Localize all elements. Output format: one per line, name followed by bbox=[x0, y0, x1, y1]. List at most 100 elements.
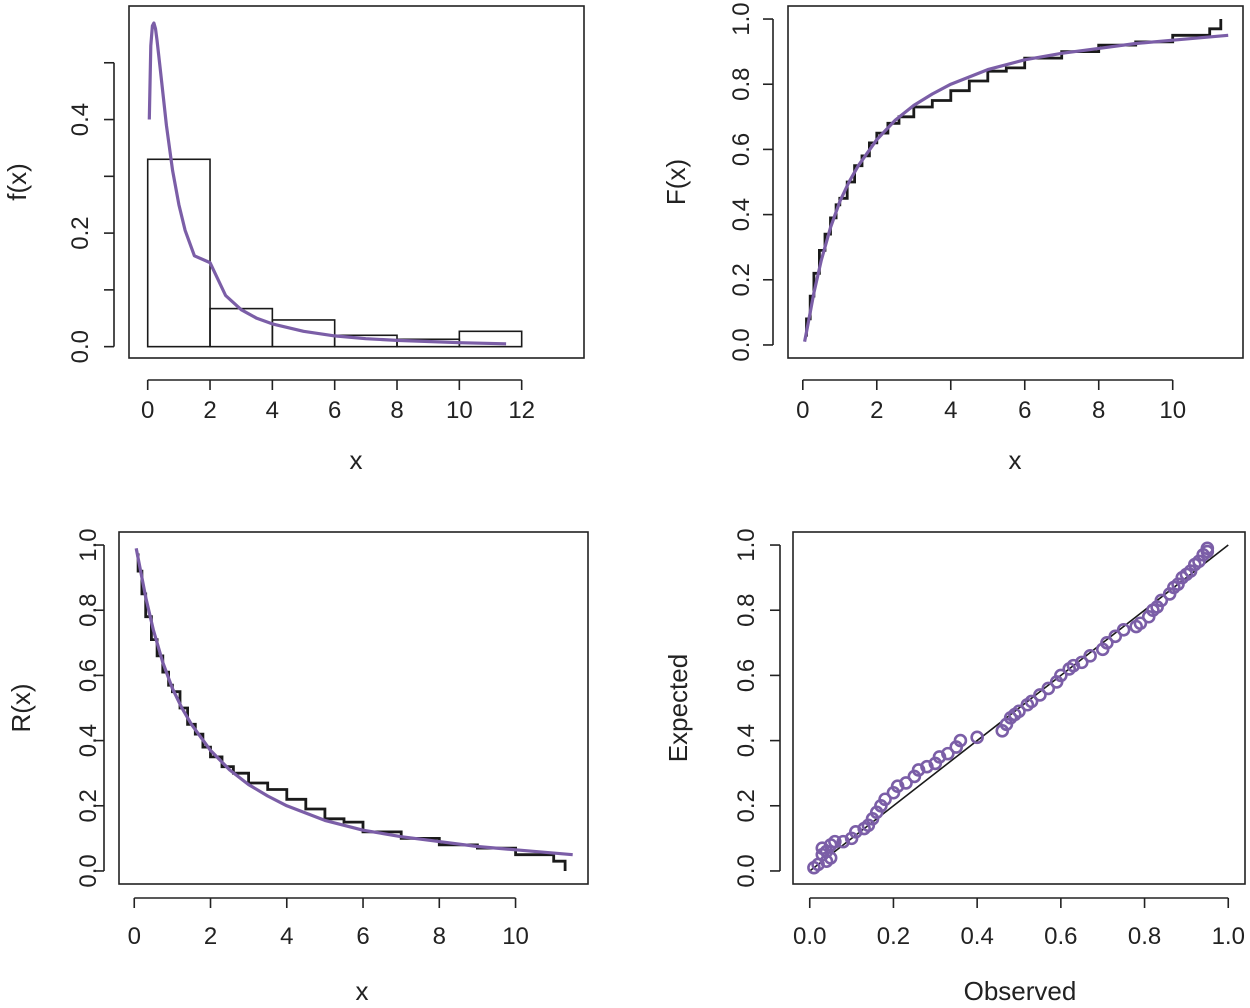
x-tick-label: 12 bbox=[508, 397, 535, 424]
pp-point bbox=[878, 792, 892, 807]
x-axis: 0 2 4 6 8 10 bbox=[796, 379, 1186, 424]
pp-point bbox=[1033, 688, 1047, 702]
empirical-step-line bbox=[136, 553, 567, 871]
pp-point bbox=[828, 834, 842, 849]
x-tick-label: 8 bbox=[1092, 397, 1105, 424]
x-tick-label: 6 bbox=[328, 397, 341, 424]
x-tick-label: 4 bbox=[280, 923, 293, 950]
pp-point bbox=[823, 851, 838, 865]
y-tick-label: 0.4 bbox=[728, 198, 755, 231]
y-axis-title: R(x) bbox=[6, 683, 36, 732]
x-tick-label: 0.4 bbox=[960, 923, 993, 950]
y-tick-label: 1.0 bbox=[75, 528, 102, 561]
y-tick-label: 0.8 bbox=[728, 68, 755, 101]
y-tick-label: 0.2 bbox=[75, 789, 102, 822]
pp-point bbox=[1083, 649, 1097, 663]
histogram-bar bbox=[209, 307, 274, 348]
x-tick-label: 2 bbox=[203, 397, 216, 424]
plot-frame bbox=[128, 5, 585, 359]
y-tick-label: 0.2 bbox=[728, 263, 755, 296]
histogram-bar bbox=[146, 158, 211, 348]
x-axis: 0 2 4 6 8 10 bbox=[128, 897, 529, 950]
y-axis-title: f(x) bbox=[2, 163, 32, 201]
x-tick-label: 8 bbox=[390, 397, 403, 424]
y-tick-label: 0.0 bbox=[728, 328, 755, 361]
x-axis: 0 2 4 6 8 10 12 bbox=[141, 379, 535, 424]
density-histogram-panel: 0 2 4 6 8 10 12 0.0 0.2 0.4 x f(x) bbox=[2, 5, 585, 475]
x-tick-label: 0.8 bbox=[1128, 923, 1161, 950]
reliability-panel: 0 2 4 6 8 10 0.0 0.2 0.4 0.6 0.8 1.0 x R(x) bbox=[6, 528, 589, 1006]
y-axis-title: Expected bbox=[663, 654, 693, 762]
y-tick-label: 1.0 bbox=[728, 2, 755, 35]
pp-point bbox=[1100, 636, 1114, 650]
x-tick-label: 10 bbox=[502, 923, 529, 950]
y-tick-label: 0.0 bbox=[733, 854, 760, 887]
x-tick-label: 2 bbox=[204, 923, 217, 950]
plot-frame bbox=[118, 531, 589, 885]
empirical-step-line bbox=[804, 19, 1223, 337]
y-axis-title: F(x) bbox=[661, 159, 691, 205]
fitted-curve-line bbox=[803, 33, 1229, 343]
x-tick-label: 10 bbox=[446, 397, 473, 424]
pp-point bbox=[1012, 704, 1026, 719]
pp-plot-panel: 0.0 0.2 0.4 0.6 0.8 1.0 0.0 0.2 0.4 0.6 0.8 1.0 Ob… bbox=[663, 528, 1246, 1006]
pp-point bbox=[899, 776, 913, 790]
plot-frame bbox=[792, 531, 1246, 885]
y-tick-label: 0.4 bbox=[67, 103, 94, 136]
x-tick-label: 0 bbox=[141, 397, 154, 424]
x-tick-label: 8 bbox=[433, 923, 446, 950]
x-tick-label: 6 bbox=[356, 923, 369, 950]
y-tick-label: 0.6 bbox=[75, 659, 102, 692]
x-axis: 0.0 0.2 0.4 0.6 0.8 1.0 bbox=[793, 897, 1245, 950]
y-axis: 0.0 0.2 0.4 bbox=[67, 61, 115, 363]
pp-point bbox=[1133, 616, 1148, 631]
y-tick-label: 0.0 bbox=[75, 854, 102, 887]
pp-point bbox=[1054, 668, 1068, 683]
fitted-curve-line bbox=[134, 547, 573, 857]
y-axis: 0.0 0.2 0.4 0.6 0.8 1.0 bbox=[75, 528, 105, 888]
y-tick-label: 0.6 bbox=[728, 133, 755, 166]
pp-point bbox=[1074, 655, 1089, 670]
histogram-bar bbox=[458, 330, 523, 348]
x-tick-label: 4 bbox=[266, 397, 279, 424]
fitted-density-line bbox=[147, 21, 507, 346]
pp-point bbox=[970, 730, 984, 745]
x-tick-label: 0 bbox=[128, 923, 141, 950]
y-tick-label: 0.2 bbox=[733, 789, 760, 822]
x-axis-title: Observed bbox=[964, 976, 1077, 1006]
pp-point bbox=[1116, 622, 1131, 637]
histogram-bar bbox=[271, 319, 336, 348]
y-axis: 0.0 0.2 0.4 0.6 0.8 1.0 bbox=[728, 2, 774, 362]
pp-point bbox=[1024, 694, 1039, 709]
pp-point bbox=[941, 746, 955, 761]
y-tick-label: 0.0 bbox=[67, 330, 94, 363]
y-tick-label: 0.6 bbox=[733, 659, 760, 692]
cdf-panel: 0 2 4 6 8 10 0.0 0.2 0.4 0.6 0.8 1.0 x F(x) bbox=[661, 2, 1244, 475]
pp-point bbox=[1200, 541, 1215, 556]
pp-point bbox=[953, 733, 968, 748]
y-axis: 0.0 0.2 0.4 0.6 0.8 1.0 bbox=[733, 528, 781, 888]
plot-frame bbox=[787, 5, 1244, 359]
x-tick-label: 0.6 bbox=[1044, 923, 1077, 950]
x-tick-label: 0.2 bbox=[877, 923, 910, 950]
y-tick-label: 0.8 bbox=[75, 594, 102, 627]
pp-point bbox=[1108, 629, 1123, 644]
x-tick-label: 10 bbox=[1159, 397, 1186, 424]
x-tick-label: 2 bbox=[870, 397, 883, 424]
pp-point bbox=[1041, 681, 1056, 696]
x-tick-label: 0.0 bbox=[793, 923, 826, 950]
y-tick-label: 1.0 bbox=[733, 528, 760, 561]
x-axis-title: x bbox=[350, 445, 363, 475]
x-tick-label: 6 bbox=[1018, 397, 1031, 424]
y-tick-label: 0.4 bbox=[733, 724, 760, 757]
y-tick-label: 0.2 bbox=[67, 216, 94, 249]
x-axis-title: x bbox=[356, 976, 369, 1006]
pp-point bbox=[1154, 593, 1169, 608]
x-tick-label: 1.0 bbox=[1212, 923, 1245, 950]
y-tick-label: 0.8 bbox=[733, 594, 760, 627]
y-tick-label: 0.4 bbox=[75, 724, 102, 757]
x-tick-label: 4 bbox=[944, 397, 957, 424]
x-axis-title: x bbox=[1009, 445, 1022, 475]
x-tick-label: 0 bbox=[796, 397, 809, 424]
